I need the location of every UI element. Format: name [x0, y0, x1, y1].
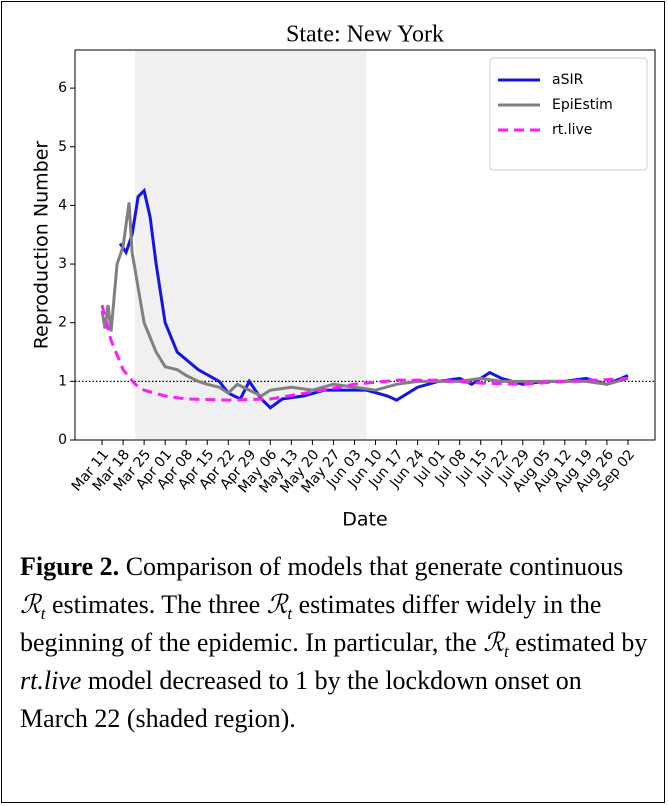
y-tick-label: 6 — [58, 80, 67, 96]
y-tick-label: 1 — [58, 373, 67, 389]
chart: State: New York Reproduction Number Date… — [31, 22, 656, 531]
caption-italic: rt.live — [20, 666, 81, 695]
caption-text: estimates. The three — [45, 590, 267, 619]
legend-label: EpiEstim — [552, 97, 613, 113]
plot-frame — [74, 49, 656, 441]
caption-text: estimates differ widely in the beginning… — [20, 590, 602, 657]
caption-normal: Comparison of models that generate conti… — [119, 552, 624, 581]
y-tick-label: 4 — [58, 197, 67, 213]
series-line — [100, 304, 629, 402]
chart-title: State: New York — [286, 22, 444, 48]
y-tick-label: 5 — [58, 139, 67, 155]
caption-text: rt.live — [20, 666, 82, 695]
caption: Figure 2. Comparison of models that gene… — [20, 548, 652, 738]
caption-text: estimated by — [508, 628, 648, 657]
y-tick-label: 3 — [58, 256, 67, 272]
caption-math: ℛt — [483, 628, 508, 660]
legend-label: aSIR — [552, 72, 584, 88]
caption-math: ℛt — [20, 590, 45, 622]
legend-label: rt.live — [552, 122, 592, 138]
caption-text: Figure 2. — [20, 552, 120, 581]
caption-text: ℛ — [266, 590, 288, 619]
caption-math: ℛt — [266, 590, 292, 622]
caption-normal: model decreased to 1 by the lockdown ons… — [20, 666, 582, 733]
caption-normal: estimates differ widely in the beginning… — [20, 590, 601, 657]
y-tick-label: 2 — [58, 315, 67, 331]
caption-text: ℛ — [20, 590, 41, 619]
x-axis-label: Date — [342, 509, 387, 531]
caption-text: ℛ — [483, 628, 504, 657]
caption-text: model decreased to 1 by the lockdown ons… — [20, 666, 582, 733]
caption-subscript: t — [287, 604, 293, 624]
y-axis-label: Reproduction Number — [31, 141, 53, 350]
y-tick-label: 0 — [58, 432, 67, 448]
legend-box — [489, 57, 648, 171]
caption-subscript: t — [40, 604, 46, 624]
caption-subscript: t — [503, 642, 509, 662]
shaded-region — [135, 50, 367, 440]
caption-text: Comparison of models that generate conti… — [119, 552, 624, 581]
series-line — [100, 202, 629, 398]
caption-normal: estimated by — [508, 628, 648, 657]
caption-bold: Figure 2. — [20, 552, 119, 581]
caption-normal: estimates. The three — [45, 590, 266, 619]
